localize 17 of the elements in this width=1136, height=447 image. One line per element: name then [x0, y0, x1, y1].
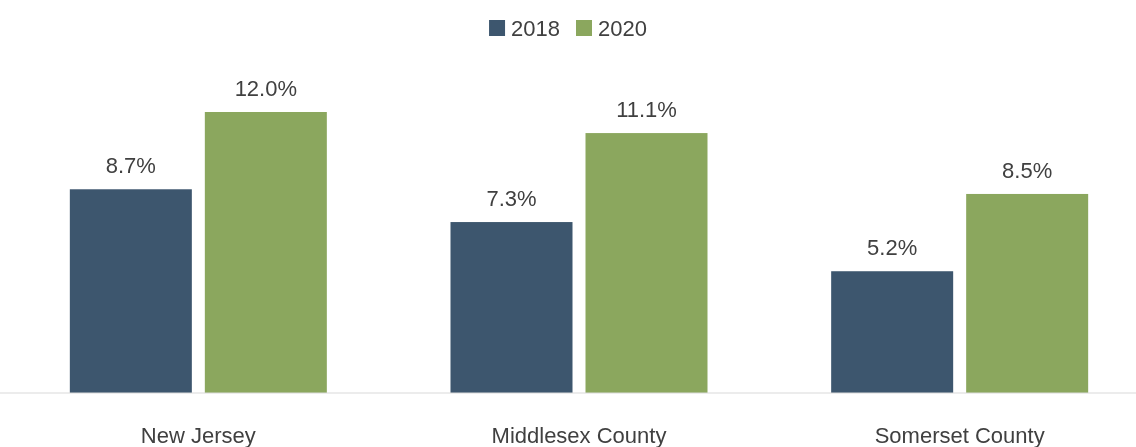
bar — [831, 271, 954, 393]
x-tick-label: Somerset County — [874, 423, 1045, 447]
data-label: 8.5% — [1002, 157, 1053, 183]
legend-label: 2020 — [598, 16, 647, 41]
bar — [204, 112, 327, 393]
data-label: 7.3% — [486, 186, 537, 212]
data-label: 8.7% — [105, 153, 156, 179]
bar — [585, 133, 708, 393]
bar — [450, 222, 573, 393]
data-label: 12.0% — [234, 76, 298, 101]
legend-label: 2018 — [511, 16, 560, 41]
bar — [69, 189, 192, 393]
data-label: 5.2% — [867, 235, 918, 261]
x-tick-label: Middlesex County — [491, 423, 667, 447]
bar — [966, 193, 1089, 393]
x-tick-label: New Jersey — [140, 423, 256, 447]
data-label: 11.1% — [616, 97, 677, 123]
